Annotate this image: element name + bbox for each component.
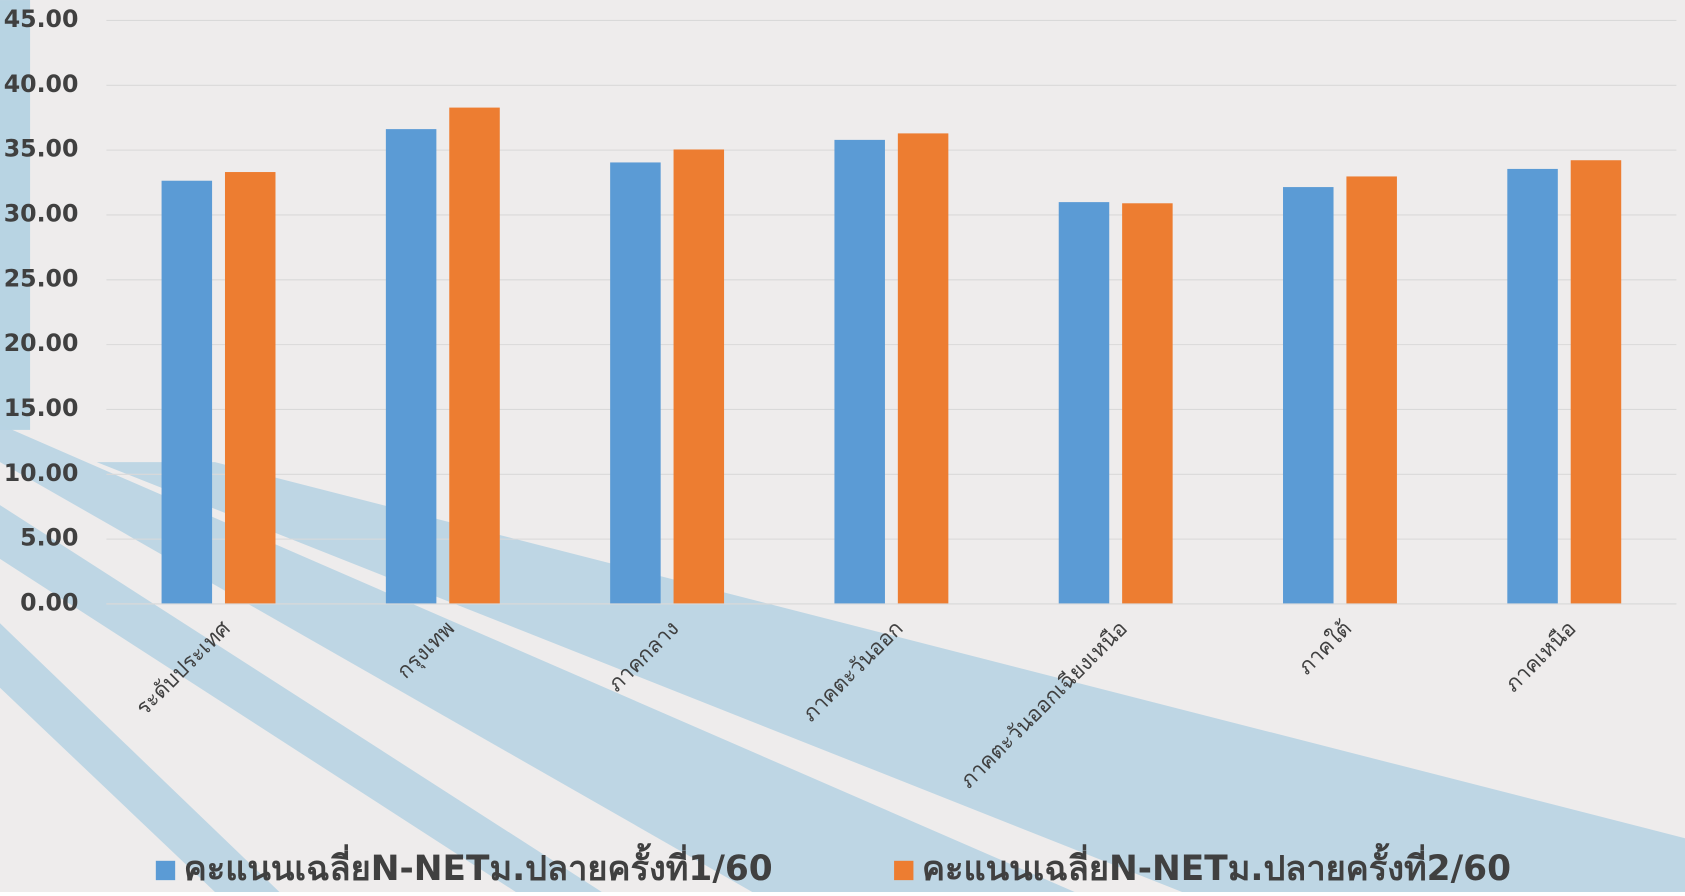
legend-label: คะแนนเฉลี่ยN-NETม.ปลายครั้งที่1/60 <box>184 843 773 889</box>
legend-label: คะแนนเฉลี่ยN-NETม.ปลายครั้งที่2/60 <box>922 843 1511 889</box>
y-tick-label: 20.00 <box>4 329 79 357</box>
bar <box>834 139 885 604</box>
bar <box>1507 168 1558 604</box>
bar <box>224 172 276 604</box>
y-tick-label: 45.00 <box>4 5 79 33</box>
bar <box>385 129 437 604</box>
y-tick-label: 35.00 <box>4 135 79 163</box>
bar <box>610 162 661 604</box>
legend-swatch <box>894 860 914 881</box>
bar <box>1570 160 1622 604</box>
bar <box>1122 203 1173 604</box>
y-tick-label: 15.00 <box>4 394 79 422</box>
bar <box>673 149 725 604</box>
decor-strip <box>0 0 31 430</box>
y-tick-label: 30.00 <box>4 199 79 227</box>
bar <box>161 180 213 604</box>
bar <box>897 133 949 604</box>
bar <box>1346 176 1397 604</box>
bar <box>449 107 500 604</box>
bar <box>1058 202 1110 604</box>
y-tick-label: 5.00 <box>20 524 78 552</box>
y-tick-label: 10.00 <box>4 459 79 487</box>
decor-stripe <box>0 623 280 892</box>
legend-swatch <box>155 860 176 881</box>
y-tick-label: 0.00 <box>20 588 78 616</box>
bar <box>1283 187 1334 604</box>
y-tick-label: 40.00 <box>4 70 79 98</box>
y-tick-label: 25.00 <box>4 264 79 292</box>
